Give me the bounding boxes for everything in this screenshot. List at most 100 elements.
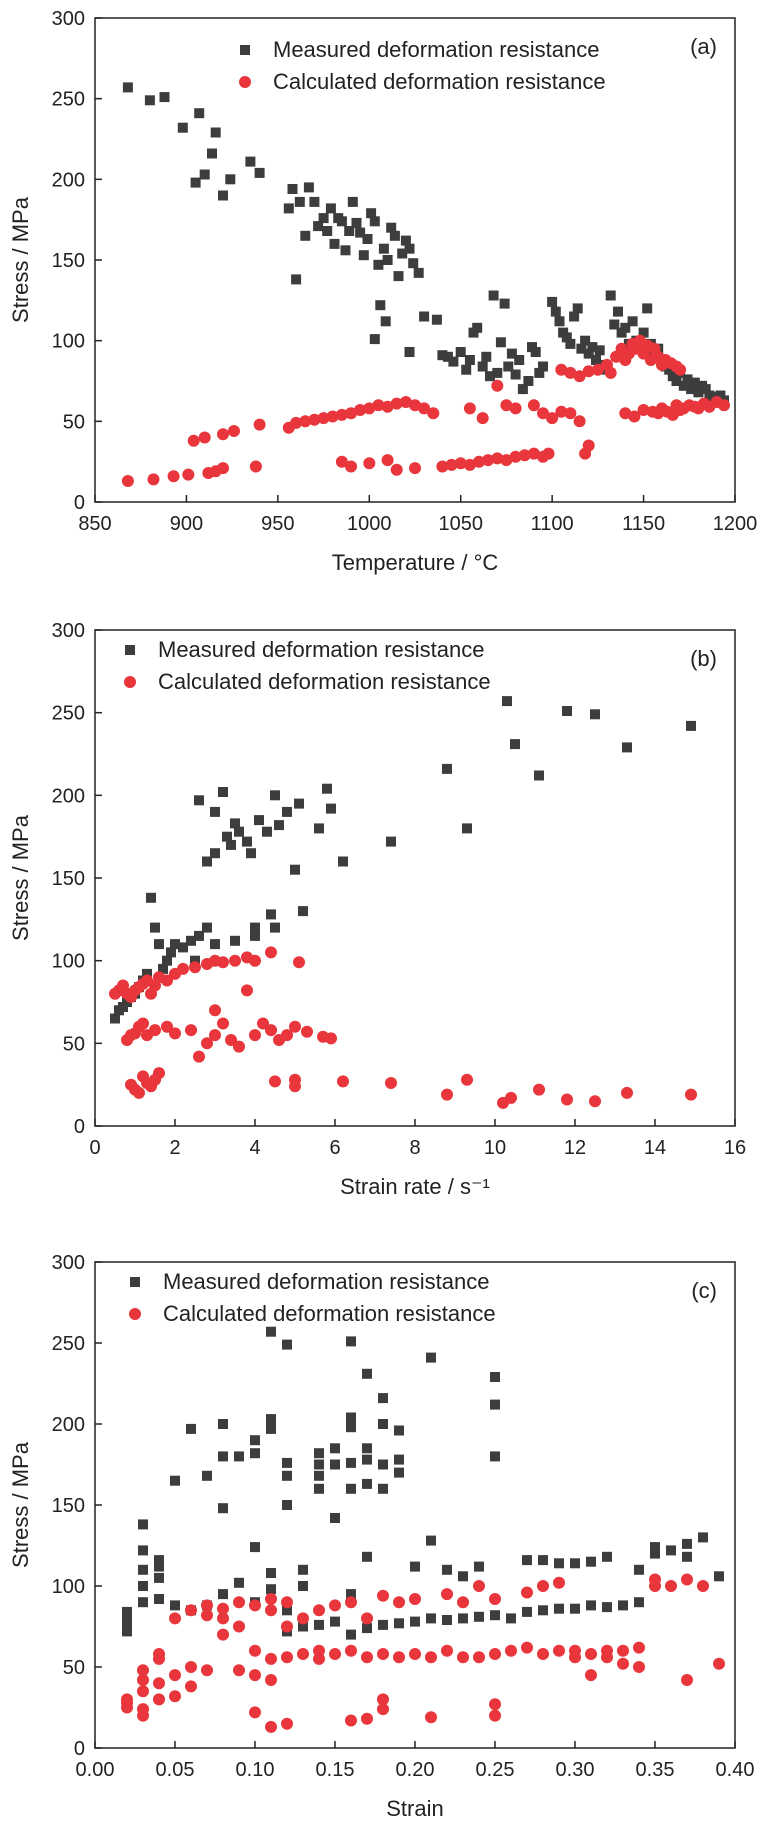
data-point [681, 1674, 693, 1686]
data-point [154, 1561, 164, 1572]
data-point [399, 396, 412, 408]
data-point [335, 408, 348, 421]
data-point [386, 836, 396, 847]
data-point [685, 1088, 697, 1101]
data-point [186, 935, 196, 946]
y-tick-label: 150 [52, 868, 85, 890]
data-point [282, 1500, 292, 1510]
data-point [605, 290, 616, 301]
data-point [291, 274, 302, 285]
x-tick-label: 0.10 [236, 1759, 275, 1781]
data-point [202, 1470, 212, 1481]
data-point [455, 347, 466, 357]
data-point [408, 258, 419, 269]
data-point [217, 1628, 229, 1641]
data-point [586, 1600, 596, 1611]
data-point [270, 922, 280, 933]
data-point [121, 1693, 133, 1706]
data-point [570, 1558, 580, 1569]
x-tick-label: 1200 [713, 513, 758, 535]
measured-series [110, 696, 696, 1024]
legend-marker-calculated [239, 76, 251, 88]
data-point [698, 1532, 708, 1543]
data-point [346, 1422, 356, 1433]
data-point [445, 458, 458, 471]
data-point [404, 347, 415, 357]
data-point [678, 380, 689, 391]
x-tick-label: 850 [78, 513, 111, 535]
data-point [413, 267, 424, 278]
data-point [170, 1600, 180, 1611]
data-point [361, 1651, 373, 1664]
data-point [394, 1454, 404, 1465]
data-point [166, 947, 176, 958]
data-point [249, 1669, 261, 1682]
data-point [199, 169, 210, 180]
data-point [590, 709, 600, 720]
legend: Measured deformation resistance Calculate… [239, 37, 606, 94]
data-point [177, 122, 188, 133]
data-point [666, 1545, 676, 1556]
data-point [300, 230, 311, 241]
x-axis-label: Strain rate / s⁻¹ [340, 1174, 490, 1199]
data-point [121, 475, 134, 487]
data-point [533, 1083, 545, 1096]
data-point [249, 954, 261, 967]
data-point [394, 1618, 404, 1629]
data-point [314, 1483, 324, 1494]
data-point [650, 1548, 660, 1559]
data-point [366, 208, 377, 219]
legend-label-calculated: Calculated deformation resistance [163, 1301, 496, 1326]
data-point [293, 956, 305, 969]
data-point [390, 463, 403, 476]
data-point [582, 439, 595, 452]
data-point [187, 434, 200, 447]
data-point [510, 739, 520, 750]
y-tick-label: 50 [63, 1033, 85, 1055]
data-point [169, 1690, 181, 1703]
data-point [489, 1648, 501, 1660]
data-point [562, 706, 572, 716]
data-point [506, 348, 517, 359]
x-tick-label: 900 [170, 513, 203, 535]
data-point [442, 351, 453, 362]
data-point [377, 1648, 389, 1660]
data-point [282, 1339, 292, 1350]
data-point [189, 961, 201, 974]
data-point [537, 1648, 549, 1660]
legend-label-calculated: Calculated deformation resistance [158, 669, 491, 694]
data-point [274, 820, 284, 831]
data-point [491, 379, 504, 392]
data-point [241, 984, 253, 997]
data-point [634, 1564, 644, 1575]
data-point [693, 387, 704, 398]
data-point [373, 259, 384, 270]
data-point [361, 1712, 373, 1725]
data-point [509, 402, 522, 415]
data-point [201, 1664, 213, 1677]
data-point [409, 1648, 421, 1660]
data-point [346, 1336, 356, 1347]
data-point [502, 696, 512, 707]
data-point [322, 783, 332, 794]
data-point [481, 351, 492, 362]
data-point [147, 473, 160, 486]
data-point [153, 1693, 165, 1706]
data-point [510, 369, 521, 380]
calculated-series [121, 1573, 725, 1733]
calculated-series [121, 334, 730, 487]
chart-panel: 850 900 950 1000 1050 1100 1150 1200 0 50 100 150 20… [8, 8, 757, 575]
data-point [298, 1621, 308, 1632]
data-point [564, 366, 577, 379]
data-point [587, 342, 598, 353]
data-point [393, 1651, 405, 1664]
data-point [561, 1093, 573, 1106]
data-point [294, 798, 304, 809]
data-point [314, 1448, 324, 1459]
data-point [458, 1571, 468, 1582]
data-point [122, 1606, 132, 1617]
data-point [233, 1664, 245, 1677]
data-point [649, 1573, 661, 1586]
data-point [314, 1459, 324, 1470]
data-point [463, 402, 476, 415]
